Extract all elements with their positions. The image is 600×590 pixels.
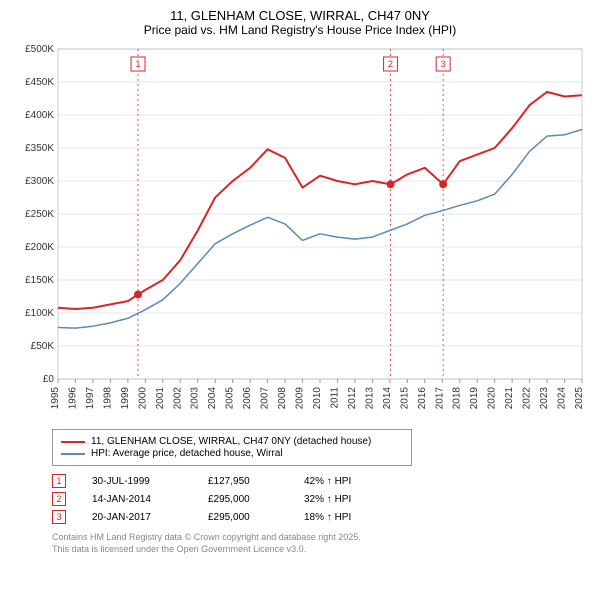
- svg-text:£350K: £350K: [25, 143, 54, 154]
- footer-line-1: Contains HM Land Registry data © Crown c…: [52, 532, 588, 544]
- chart-subtitle: Price paid vs. HM Land Registry's House …: [12, 23, 588, 37]
- chart-svg: £0 £50K £100K £150K £200K £250K £300K £350K £400…: [12, 43, 588, 423]
- svg-text:2014: 2014: [382, 387, 393, 410]
- legend-item: HPI: Average price, detached house, Wirr…: [61, 448, 403, 459]
- svg-text:2: 2: [388, 59, 393, 69]
- svg-text:2019: 2019: [469, 387, 480, 410]
- sale-date: 14-JAN-2014: [92, 494, 182, 505]
- svg-text:2005: 2005: [225, 387, 236, 410]
- svg-text:£200K: £200K: [25, 242, 54, 253]
- svg-text:1996: 1996: [67, 387, 78, 410]
- svg-text:2024: 2024: [557, 387, 568, 410]
- legend-swatch: [61, 441, 85, 443]
- sale-diff: 32% ↑ HPI: [304, 494, 351, 505]
- svg-text:1997: 1997: [85, 387, 96, 410]
- sale-marker-box: 1: [52, 474, 66, 488]
- svg-text:£0: £0: [43, 374, 55, 385]
- chart-container: 11, GLENHAM CLOSE, WIRRAL, CH47 0NY Pric…: [0, 0, 600, 590]
- legend-item: 11, GLENHAM CLOSE, WIRRAL, CH47 0NY (det…: [61, 436, 403, 447]
- sale-row: 2 14-JAN-2014 £295,000 32% ↑ HPI: [52, 492, 588, 506]
- svg-text:£250K: £250K: [25, 209, 54, 220]
- svg-text:2000: 2000: [137, 387, 148, 410]
- chart-title: 11, GLENHAM CLOSE, WIRRAL, CH47 0NY: [12, 8, 588, 23]
- svg-text:2022: 2022: [522, 387, 533, 410]
- svg-text:£400K: £400K: [25, 110, 54, 121]
- legend-swatch: [61, 453, 85, 455]
- svg-text:2002: 2002: [172, 387, 183, 410]
- svg-text:2021: 2021: [504, 387, 515, 410]
- sale-row: 3 20-JAN-2017 £295,000 18% ↑ HPI: [52, 510, 588, 524]
- svg-text:£150K: £150K: [25, 275, 54, 286]
- svg-text:1: 1: [135, 59, 140, 69]
- svg-text:1998: 1998: [102, 387, 113, 410]
- svg-text:2020: 2020: [487, 387, 498, 410]
- sale-date: 20-JAN-2017: [92, 512, 182, 523]
- svg-text:2006: 2006: [242, 387, 253, 410]
- sale-diff: 42% ↑ HPI: [304, 476, 351, 487]
- footer-attribution: Contains HM Land Registry data © Crown c…: [52, 532, 588, 555]
- svg-text:2017: 2017: [434, 387, 445, 410]
- legend-label: 11, GLENHAM CLOSE, WIRRAL, CH47 0NY (det…: [91, 436, 371, 447]
- svg-text:£450K: £450K: [25, 77, 54, 88]
- legend-box: 11, GLENHAM CLOSE, WIRRAL, CH47 0NY (det…: [52, 429, 412, 466]
- svg-text:2023: 2023: [539, 387, 550, 410]
- sale-table: 1 30-JUL-1999 £127,950 42% ↑ HPI 2 14-JAN-201…: [52, 474, 588, 524]
- svg-text:2018: 2018: [452, 387, 463, 410]
- sale-price: £295,000: [208, 494, 278, 505]
- svg-text:2007: 2007: [260, 387, 271, 410]
- svg-text:1999: 1999: [120, 387, 131, 410]
- svg-text:£300K: £300K: [25, 176, 54, 187]
- svg-text:2003: 2003: [190, 387, 201, 410]
- legend-label: HPI: Average price, detached house, Wirr…: [91, 448, 283, 459]
- svg-text:2004: 2004: [207, 387, 218, 410]
- sale-date: 30-JUL-1999: [92, 476, 182, 487]
- svg-text:£500K: £500K: [25, 44, 54, 55]
- svg-text:2025: 2025: [574, 387, 585, 410]
- sale-marker-box: 3: [52, 510, 66, 524]
- svg-text:2013: 2013: [364, 387, 375, 410]
- sale-price: £127,950: [208, 476, 278, 487]
- svg-text:2008: 2008: [277, 387, 288, 410]
- chart-plot-area: £0 £50K £100K £150K £200K £250K £300K £350K £400…: [12, 43, 588, 423]
- sale-marker-box: 2: [52, 492, 66, 506]
- footer-line-2: This data is licensed under the Open Gov…: [52, 544, 588, 556]
- svg-text:2010: 2010: [312, 387, 323, 410]
- svg-text:1995: 1995: [50, 387, 61, 410]
- svg-text:2016: 2016: [417, 387, 428, 410]
- svg-text:2012: 2012: [347, 387, 358, 410]
- svg-text:2009: 2009: [295, 387, 306, 410]
- svg-text:2015: 2015: [399, 387, 410, 410]
- svg-text:3: 3: [441, 59, 446, 69]
- sale-price: £295,000: [208, 512, 278, 523]
- svg-text:£100K: £100K: [25, 308, 54, 319]
- svg-text:2001: 2001: [155, 387, 166, 410]
- sale-diff: 18% ↑ HPI: [304, 512, 351, 523]
- sale-row: 1 30-JUL-1999 £127,950 42% ↑ HPI: [52, 474, 588, 488]
- svg-text:£50K: £50K: [31, 341, 55, 352]
- svg-text:2011: 2011: [329, 387, 340, 409]
